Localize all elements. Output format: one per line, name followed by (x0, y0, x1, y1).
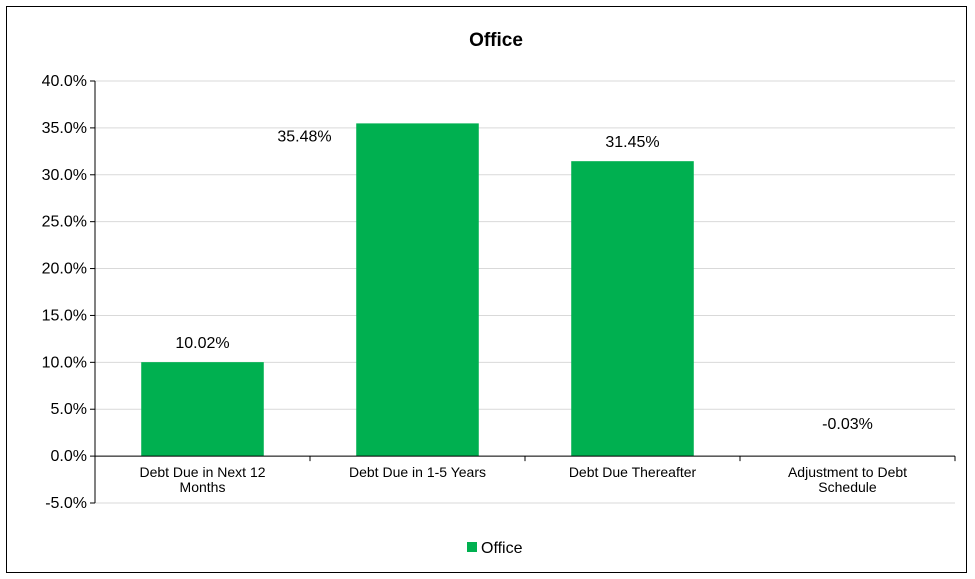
y-tick-label: 25.0% (42, 214, 87, 231)
data-label: -0.03% (822, 416, 873, 433)
y-tick-label: 5.0% (51, 401, 87, 418)
y-tick-label: -5.0% (45, 495, 87, 512)
y-tick-label: 20.0% (42, 261, 87, 278)
bar (571, 161, 694, 457)
y-tick-label: 35.0% (42, 120, 87, 137)
legend-label-office: Office (481, 540, 523, 557)
bar (141, 362, 264, 457)
data-label: 10.02% (175, 335, 229, 352)
data-labels: 10.02% 35.48% 31.45% -0.03% (175, 128, 872, 433)
data-label: 31.45% (605, 134, 659, 151)
chart-frame (6, 6, 967, 573)
y-tick-label: 40.0% (42, 73, 87, 90)
y-tick-label: 10.0% (42, 354, 87, 371)
bars (141, 123, 909, 457)
y-tick-label: 15.0% (42, 307, 87, 324)
legend: Office (467, 540, 523, 557)
bar (356, 123, 479, 457)
x-category-label: Debt Due Thereafter (569, 464, 697, 480)
y-axis: 40.0% 35.0% 30.0% 25.0% 20.0% 15.0% 10.0% 5.0% 0… (42, 73, 96, 512)
x-category-label: Schedule (818, 479, 877, 495)
y-tick-label: 30.0% (42, 167, 87, 184)
x-category-label: Debt Due in Next 12 (139, 464, 265, 480)
legend-swatch-office (467, 542, 477, 552)
x-category-label: Adjustment to Debt (788, 464, 907, 480)
data-label: 35.48% (277, 128, 331, 145)
chart-title: Office (469, 30, 523, 51)
x-category-label: Debt Due in 1-5 Years (349, 464, 486, 480)
x-category-label: Months (180, 479, 226, 495)
y-tick-label: 0.0% (51, 448, 87, 465)
